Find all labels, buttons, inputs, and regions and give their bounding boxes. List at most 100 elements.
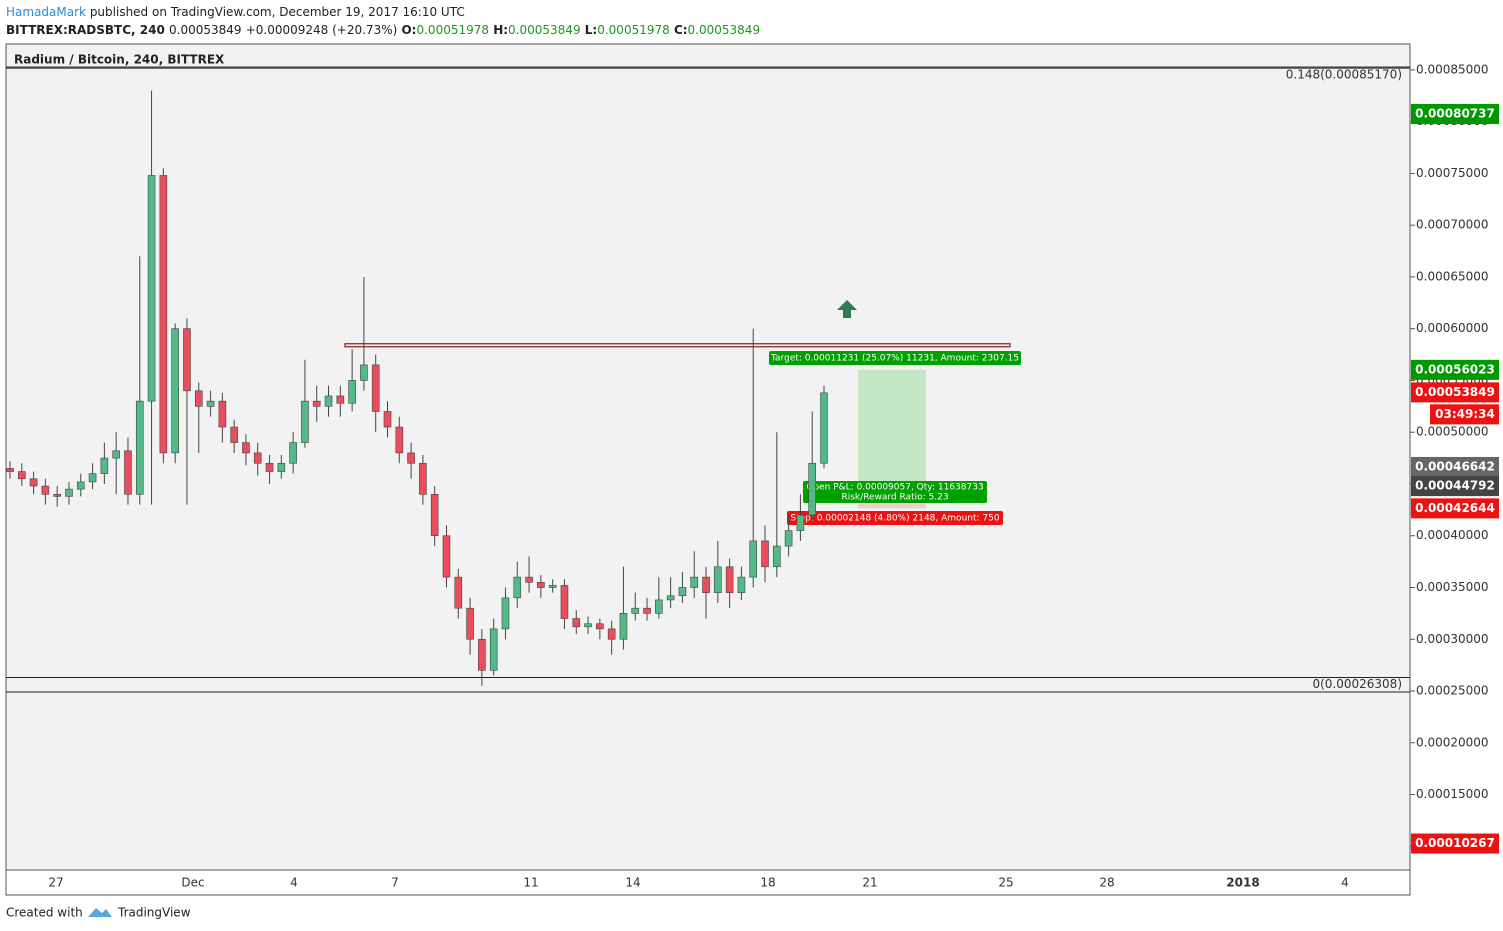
countdown: 03:49:34	[1435, 407, 1495, 421]
candle-body	[194, 390, 203, 407]
pnl-box	[803, 481, 987, 503]
candle-body	[525, 576, 533, 583]
x-tick-label: 27	[48, 876, 63, 890]
h-label: H:	[493, 23, 508, 37]
price-label-box	[1411, 498, 1499, 519]
target-box	[769, 351, 1021, 365]
header-line: HamadaMark published on TradingView.com,…	[6, 5, 465, 19]
price-label-box	[1411, 833, 1499, 854]
h-value: 0.00053849	[508, 23, 581, 37]
price-label: 0.00010267	[1415, 836, 1495, 850]
candle-body	[277, 462, 286, 472]
candle-body	[348, 380, 356, 404]
x-tick-label: 4	[1341, 876, 1349, 890]
target-text: Target: 0.00011231 (25.07%) 11231, Amoun…	[770, 354, 1019, 364]
candle-body	[796, 514, 805, 531]
fib-label: 0.148(0.00085170)	[1286, 68, 1402, 82]
x-tick-label: 25	[998, 876, 1013, 890]
c-value: 0.00053849	[688, 23, 761, 37]
pnl-text: Open P&L: 0.00009057, Qty: 11638733	[806, 483, 983, 493]
x-tick-label: 28	[1099, 876, 1114, 890]
footer-brand[interactable]: TradingView	[117, 906, 191, 920]
x-tick-label: 7	[391, 876, 399, 890]
legend-line: BITTREX:RADSBTC, 240 0.00053849 +0.00009…	[6, 23, 760, 37]
change: +0.00009248 (+20.73%)	[246, 23, 398, 37]
price-label: 0.00080737	[1415, 107, 1495, 121]
candle-body	[336, 395, 345, 404]
stop-box	[787, 511, 1003, 525]
price-label: 0.00056023	[1415, 362, 1495, 376]
candle-body	[702, 576, 710, 593]
y-tick-label: 0.00085000	[1416, 62, 1489, 76]
candle-body	[537, 582, 545, 588]
candle-body	[253, 452, 262, 464]
candle-body	[301, 400, 309, 443]
candle-body	[714, 566, 722, 593]
candle-body	[489, 628, 498, 671]
y-tick-label: 0.00050000	[1416, 425, 1489, 439]
candle-body	[17, 471, 26, 480]
candle-body	[572, 618, 581, 628]
y-tick-label: 0.00030000	[1416, 632, 1489, 646]
candle-body	[808, 462, 817, 516]
x-tick-label: 21	[862, 876, 877, 890]
l-value: 0.00051978	[597, 23, 670, 37]
y-tick-label: 0.00065000	[1416, 269, 1489, 283]
y-tick-label: 0.00060000	[1416, 321, 1489, 335]
pnl-text: Risk/Reward Ratio: 5.23	[841, 493, 948, 503]
target-zone	[858, 369, 926, 487]
candle-body	[383, 411, 392, 428]
candle-body	[631, 607, 640, 614]
y-tick-label: 0.00025000	[1416, 684, 1489, 698]
l-label: L:	[585, 23, 597, 37]
candle-body	[773, 545, 781, 568]
y-tick-label: 0.00075000	[1416, 166, 1489, 180]
x-tick-label: 14	[625, 876, 640, 890]
price-label-box	[1411, 476, 1499, 497]
price-label-box	[1411, 104, 1499, 125]
candle-body	[737, 576, 746, 593]
candle-body	[725, 566, 734, 593]
candle-body	[419, 462, 427, 495]
candle-body	[407, 452, 415, 464]
candle-body	[820, 392, 828, 464]
x-tick-label: 4	[290, 876, 298, 890]
x-tick-label: 2018	[1226, 876, 1259, 890]
candle-body	[548, 585, 557, 588]
candle-body	[312, 400, 321, 407]
candle-body	[395, 426, 404, 454]
candle-body	[53, 494, 61, 497]
candle-body	[371, 364, 380, 412]
price-label-box	[1411, 382, 1499, 403]
chart-title: Radium / Bitcoin, 240, BITTREX	[14, 53, 225, 67]
candle-body	[206, 400, 215, 407]
candle-body	[478, 638, 486, 671]
x-tick-label: Dec	[181, 876, 204, 890]
stop-text: Stop: 0.00002148 (4.80%) 2148, Amount: 7…	[790, 514, 999, 524]
candle-body	[112, 450, 120, 459]
candle-body	[88, 473, 97, 483]
candle-body	[560, 585, 569, 619]
candle-body	[41, 485, 50, 495]
price-label: 0.00042644	[1415, 501, 1495, 515]
candle-body	[171, 328, 179, 454]
candle-body	[643, 607, 651, 614]
candle-body	[147, 175, 156, 402]
candle-body	[76, 481, 85, 490]
y-tick-label: 0.00015000	[1416, 787, 1489, 801]
plot-area	[6, 44, 1410, 870]
candle-body	[183, 328, 191, 392]
countdown-box	[1430, 404, 1499, 425]
candle-body	[6, 468, 14, 472]
candle-body	[501, 597, 510, 630]
author[interactable]: HamadaMark	[6, 5, 86, 19]
symbol: BITTREX:RADSBTC, 240	[6, 23, 165, 37]
candle-body	[619, 613, 628, 640]
y-tick-label: 0.00035000	[1416, 580, 1489, 594]
y-tick-label: 0.00020000	[1416, 735, 1489, 749]
published: published on TradingView.com, December 1…	[90, 5, 465, 19]
candle-body	[749, 540, 758, 578]
candle-body	[466, 607, 474, 640]
candle-body	[584, 623, 592, 628]
